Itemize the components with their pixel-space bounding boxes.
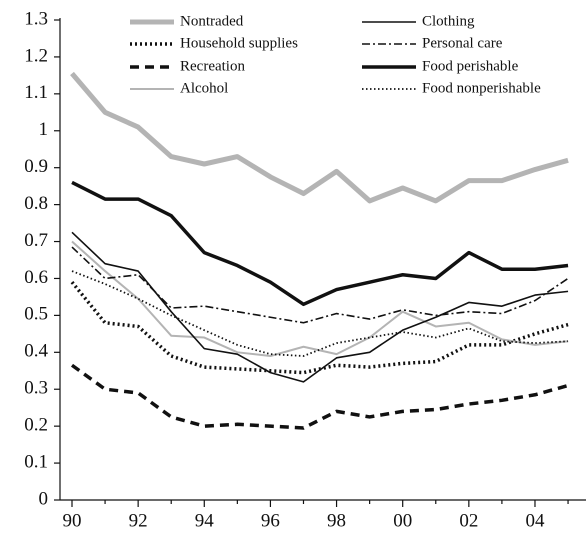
series-line: [71, 240, 569, 357]
x-tick-label: 04: [525, 510, 545, 531]
legend-label: Food perishable: [422, 58, 519, 74]
y-tick-label: 1: [39, 119, 49, 140]
y-tick-label: 0.6: [24, 267, 48, 288]
y-tick-label: 0.5: [24, 304, 48, 325]
y-tick-label: 1.1: [24, 82, 48, 103]
x-tick-label: 94: [195, 510, 215, 531]
legend-label: Personal care: [422, 35, 503, 51]
legend-label: Food nonperishable: [422, 80, 541, 96]
x-tick-label: 90: [63, 510, 82, 531]
legend-label: Clothing: [422, 13, 475, 29]
y-tick-label: 0: [39, 488, 49, 509]
legend-label: Nontraded: [180, 13, 244, 29]
y-tick-label: 1.2: [24, 45, 48, 66]
y-tick-label: 0.4: [24, 341, 48, 362]
y-tick-label: 0.7: [24, 230, 48, 251]
x-tick-label: 00: [393, 510, 412, 531]
y-tick-label: 0.1: [24, 451, 48, 472]
y-tick-label: 0.2: [24, 415, 48, 436]
x-tick-label: 98: [327, 510, 346, 531]
series-line: [70, 363, 569, 430]
x-tick-label: 92: [129, 510, 148, 531]
series-line: [70, 71, 569, 204]
series-line: [71, 270, 569, 357]
legend-label: Household supplies: [180, 35, 298, 51]
series-line: [71, 180, 569, 307]
legend-label: Recreation: [180, 58, 245, 74]
y-tick-label: 0.8: [24, 193, 48, 214]
y-tick-label: 0.9: [24, 156, 48, 177]
legend-label: Alcohol: [180, 80, 228, 96]
x-tick-label: 02: [459, 510, 478, 531]
x-tick-label: 96: [261, 510, 280, 531]
y-tick-label: 1.3: [24, 8, 48, 29]
series-line: [71, 246, 569, 324]
y-tick-label: 0.3: [24, 378, 48, 399]
